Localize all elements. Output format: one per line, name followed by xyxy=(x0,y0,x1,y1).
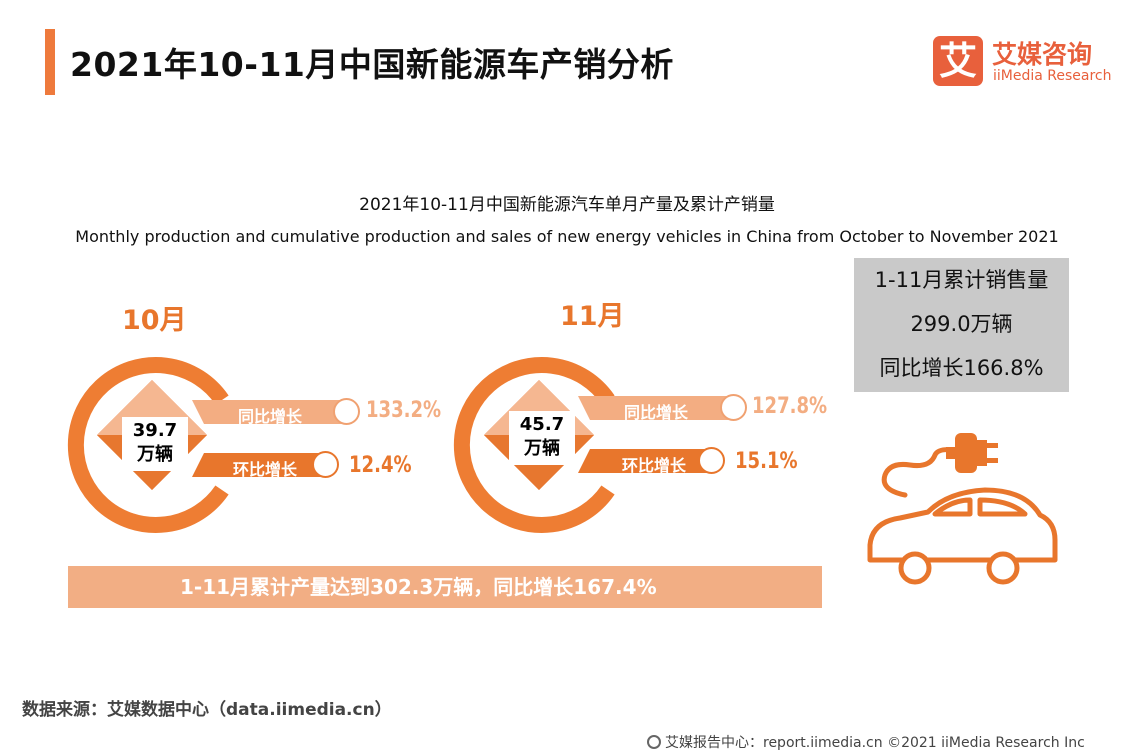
october-ring-arc xyxy=(67,357,229,533)
november-mom-band xyxy=(578,449,712,473)
october-mom-label: 环比增长 xyxy=(233,460,298,479)
november-yoy-value: 127.8% xyxy=(752,394,828,419)
globe-icon xyxy=(647,735,661,749)
november-yoy-band xyxy=(578,396,735,420)
chart-subtitle: Monthly production and cumulative produc… xyxy=(75,227,1059,246)
logo-name-en: iiMedia Research xyxy=(993,68,1112,84)
footer-copyright: 艾媒报告中心：report.iimedia.cn ©2021 iiMedia R… xyxy=(647,732,1085,752)
november-mom-label: 环比增长 xyxy=(622,456,687,475)
data-source: 数据来源：艾媒数据中心（data.iimedia.cn） xyxy=(22,700,392,720)
cumulative-sales-box: 1-11月累计销售量 299.0万辆 同比增长166.8% xyxy=(854,258,1069,392)
october-unit: 万辆 xyxy=(137,444,173,465)
november-unit: 万辆 xyxy=(524,438,560,459)
footer-copyright-text: 艾媒报告中心：report.iimedia.cn ©2021 iiMedia R… xyxy=(665,735,1085,751)
november-value-box: 45.7 万辆 xyxy=(509,411,575,465)
october-value: 39.7 xyxy=(132,420,178,441)
october-value-box: 39.7 万辆 xyxy=(122,417,188,471)
october-label: 10月 xyxy=(122,305,187,336)
november-yoy-dot xyxy=(720,394,747,421)
october-yoy-label: 同比增长 xyxy=(238,407,303,426)
november-yoy-label: 同比增长 xyxy=(624,403,689,422)
november-value: 45.7 xyxy=(519,414,565,435)
october-mom-dot xyxy=(312,451,339,478)
october-yoy-dot xyxy=(333,398,360,425)
october-yoy-band xyxy=(192,400,348,424)
cumulative-sales-title: 1-11月累计销售量 xyxy=(874,268,1049,292)
page-title: 2021年10-11月中国新能源车产销分析 xyxy=(70,45,674,84)
october-yoy-value: 133.2% xyxy=(366,398,442,423)
chart-title: 2021年10-11月中国新能源汽车单月产量及累计产销量 xyxy=(359,195,775,215)
november-mom-dot xyxy=(698,447,725,474)
cumulative-sales-value: 299.0万辆 xyxy=(910,312,1013,336)
october-mom-band xyxy=(192,453,326,477)
logo-name-cn: 艾媒咨询 xyxy=(992,40,1093,69)
november-label: 11月 xyxy=(560,301,625,332)
title-accent-bar xyxy=(45,29,55,95)
electric-car-icon xyxy=(867,447,1058,585)
november-mom-value: 15.1% xyxy=(735,449,798,474)
october-mom-value: 12.4% xyxy=(349,453,412,478)
cumulative-production-bar: 1-11月累计产量达到302.3万辆，同比增长167.4% xyxy=(68,566,822,608)
logo-mark: 艾 xyxy=(933,36,983,86)
plug-icon xyxy=(946,433,998,473)
november-ring-arc xyxy=(453,357,615,533)
cumulative-sales-growth: 同比增长166.8% xyxy=(879,356,1044,380)
